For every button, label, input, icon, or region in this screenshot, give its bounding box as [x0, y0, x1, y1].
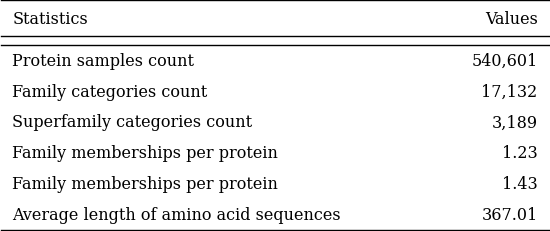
- Text: Average length of amino acid sequences: Average length of amino acid sequences: [12, 206, 341, 223]
- Text: Family categories count: Family categories count: [12, 83, 207, 100]
- Text: Values: Values: [485, 11, 538, 27]
- Text: 540,601: 540,601: [471, 53, 538, 70]
- Text: 367.01: 367.01: [481, 206, 538, 223]
- Text: 1.23: 1.23: [502, 145, 538, 161]
- Text: Family memberships per protein: Family memberships per protein: [12, 175, 278, 192]
- Text: 17,132: 17,132: [481, 83, 538, 100]
- Text: Protein samples count: Protein samples count: [12, 53, 194, 70]
- Text: Family memberships per protein: Family memberships per protein: [12, 145, 278, 161]
- Text: Superfamily categories count: Superfamily categories count: [12, 114, 252, 131]
- Text: 3,189: 3,189: [492, 114, 538, 131]
- Text: 1.43: 1.43: [502, 175, 538, 192]
- Text: Statistics: Statistics: [12, 11, 88, 27]
